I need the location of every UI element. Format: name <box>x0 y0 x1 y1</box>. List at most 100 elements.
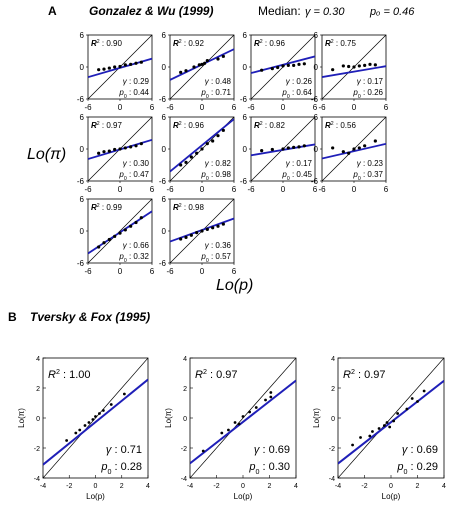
gamma-symbol: γ <box>205 77 210 86</box>
plot-area <box>251 35 315 99</box>
data-point <box>129 224 133 228</box>
panel-a-xlabel: Lo(p) <box>216 277 253 294</box>
data-point <box>221 222 225 226</box>
x-tick-label: -6 <box>318 185 326 194</box>
p0-value: : 0.57 <box>209 252 232 261</box>
data-point <box>134 61 138 65</box>
data-point <box>341 64 345 68</box>
data-point <box>179 237 183 241</box>
data-point <box>302 144 306 148</box>
gamma-symbol: γ <box>357 159 362 168</box>
p0-label: p0 : 0.44 <box>118 88 149 100</box>
data-point <box>107 237 111 242</box>
y-tick-label: -2 <box>181 446 187 453</box>
r-squared-symbol: R <box>254 39 260 48</box>
identity-line <box>170 35 234 99</box>
data-point <box>382 424 386 427</box>
r-squared-value: : 0.90 <box>100 39 123 48</box>
r-squared-label: R2 : 0.75 <box>325 39 356 48</box>
x-tick-label: 6 <box>150 185 155 194</box>
data-point <box>377 427 381 430</box>
data-point <box>113 234 117 238</box>
p0-symbol: p <box>118 170 124 179</box>
x-tick-label: 6 <box>384 103 389 112</box>
y-tick-label: 6 <box>162 31 167 40</box>
p0-symbol: p <box>118 252 124 261</box>
data-point <box>410 397 414 400</box>
data-point <box>113 147 117 152</box>
r-squared-exponent: 2 <box>351 368 355 376</box>
y-tick-label: 0 <box>80 145 85 154</box>
p0-label: p0 : 0.98 <box>200 170 231 182</box>
p0-value: : 0.28 <box>111 461 142 473</box>
data-point <box>189 155 193 159</box>
r-squared-value: : 0.75 <box>334 39 357 48</box>
x-tick-label: -6 <box>166 103 174 112</box>
data-point <box>109 403 113 406</box>
gamma-value: : 0.71 <box>111 444 142 456</box>
p0-symbol: p <box>200 252 206 261</box>
p0-value: : 0.32 <box>127 252 150 261</box>
x-tick-label: 6 <box>232 103 237 112</box>
data-point <box>203 61 207 65</box>
data-point <box>248 410 252 414</box>
r-squared-label: R2 : 0.99 <box>91 203 122 212</box>
p0-symbol: p <box>281 88 287 97</box>
p0-label: p0 : 0.37 <box>352 170 383 182</box>
data-point <box>139 216 143 220</box>
plot-area <box>338 358 444 478</box>
gamma-symbol: γ <box>402 444 409 456</box>
p0-value: : 0.45 <box>290 170 313 179</box>
r-squared-exponent: 2 <box>56 368 60 376</box>
p0-symbol: p <box>352 170 358 179</box>
r-squared-symbol: R <box>48 369 56 381</box>
x-axis-label: Lo(p) <box>382 492 401 501</box>
gamma-symbol: γ <box>106 444 113 456</box>
data-point <box>220 431 224 435</box>
x-tick-label: -2 <box>66 483 72 490</box>
r-squared-value: : 0.97 <box>207 369 238 381</box>
r-squared-label: R2 : 1.00 <box>48 368 91 381</box>
data-point <box>331 146 335 150</box>
x-tick-label: 0 <box>352 103 357 112</box>
data-point <box>97 245 101 249</box>
r-squared-symbol: R <box>173 39 179 48</box>
x-tick-label: 0 <box>118 103 123 112</box>
data-point <box>123 228 127 232</box>
data-point <box>123 63 127 67</box>
y-tick-label: 6 <box>80 195 85 204</box>
data-point <box>201 449 205 453</box>
x-tick-label: 0 <box>118 267 123 276</box>
r-squared-exponent: 2 <box>331 39 334 45</box>
x-tick-label: -6 <box>84 185 92 194</box>
x-tick-label: 2 <box>120 483 124 490</box>
p0-subscript: 0 <box>358 94 361 100</box>
data-point <box>286 146 290 150</box>
gamma-label: γ : 0.30 <box>123 159 150 168</box>
x-axis-label: Lo(p) <box>86 492 105 501</box>
gamma-value: : 0.17 <box>361 77 384 86</box>
data-point <box>373 63 377 67</box>
panel-a-letter: A <box>48 4 57 18</box>
gamma-value: : 0.26 <box>290 77 313 86</box>
r-squared-value: : 0.92 <box>182 39 205 48</box>
data-point <box>351 443 354 447</box>
p0-subscript: 0 <box>358 176 361 182</box>
y-tick-label: -6 <box>77 259 85 268</box>
data-point <box>264 398 267 402</box>
data-point <box>200 62 204 66</box>
p0-value: : 0.71 <box>209 88 232 97</box>
gamma-symbol: γ <box>254 444 261 456</box>
p0-value: : 0.64 <box>290 88 313 97</box>
y-tick-label: 2 <box>331 386 335 393</box>
data-point <box>97 68 101 72</box>
data-point <box>422 389 426 393</box>
y-tick-label: -6 <box>240 95 248 104</box>
data-point <box>129 145 133 149</box>
data-point <box>87 421 91 424</box>
gamma-label: γ : 0.48 <box>205 77 232 86</box>
data-point <box>197 63 201 67</box>
x-tick-label: 6 <box>232 267 237 276</box>
